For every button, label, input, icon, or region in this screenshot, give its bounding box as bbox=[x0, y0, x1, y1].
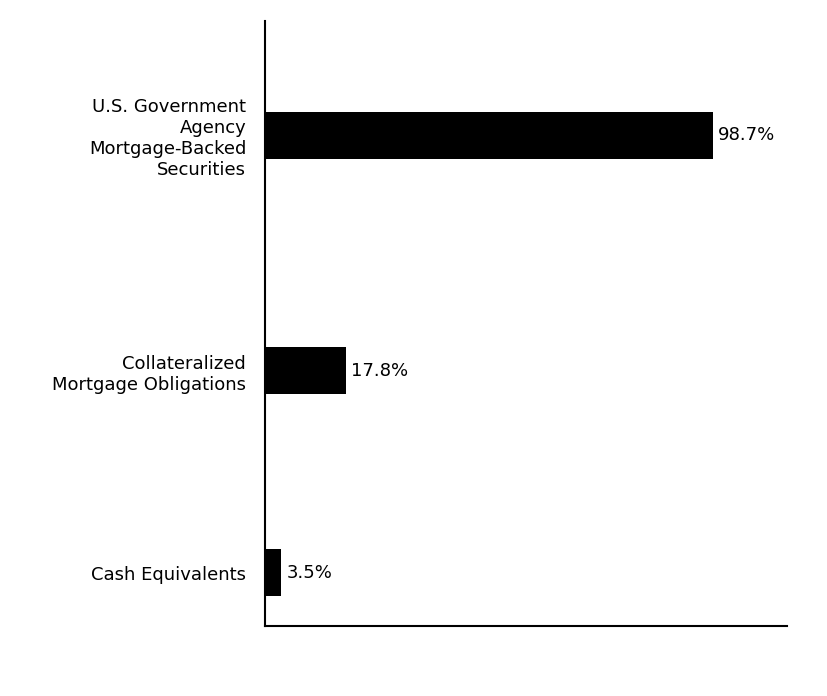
Bar bbox=[265, 347, 346, 394]
Bar bbox=[265, 111, 712, 159]
Bar bbox=[265, 549, 280, 596]
Text: 3.5%: 3.5% bbox=[286, 564, 332, 582]
Text: 98.7%: 98.7% bbox=[717, 126, 774, 144]
Text: 17.8%: 17.8% bbox=[351, 362, 408, 380]
